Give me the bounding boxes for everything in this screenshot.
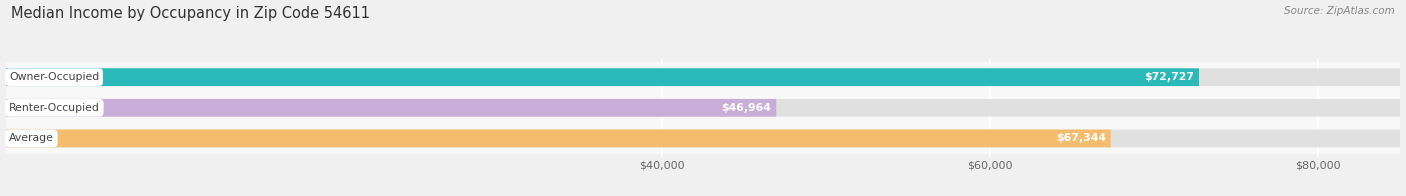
Text: Median Income by Occupancy in Zip Code 54611: Median Income by Occupancy in Zip Code 5… [11, 6, 370, 21]
Text: $67,344: $67,344 [1056, 133, 1105, 143]
FancyBboxPatch shape [6, 130, 1400, 147]
Text: Average: Average [8, 133, 53, 143]
FancyBboxPatch shape [6, 68, 1400, 86]
FancyBboxPatch shape [6, 99, 1400, 117]
FancyBboxPatch shape [6, 93, 1400, 123]
FancyBboxPatch shape [6, 130, 1111, 147]
Text: Renter-Occupied: Renter-Occupied [8, 103, 100, 113]
FancyBboxPatch shape [6, 99, 776, 117]
FancyBboxPatch shape [6, 123, 1400, 154]
Text: Owner-Occupied: Owner-Occupied [8, 72, 100, 82]
Text: Source: ZipAtlas.com: Source: ZipAtlas.com [1284, 6, 1395, 16]
Text: $72,727: $72,727 [1144, 72, 1194, 82]
FancyBboxPatch shape [6, 68, 1199, 86]
Text: $46,964: $46,964 [721, 103, 772, 113]
FancyBboxPatch shape [6, 62, 1400, 93]
